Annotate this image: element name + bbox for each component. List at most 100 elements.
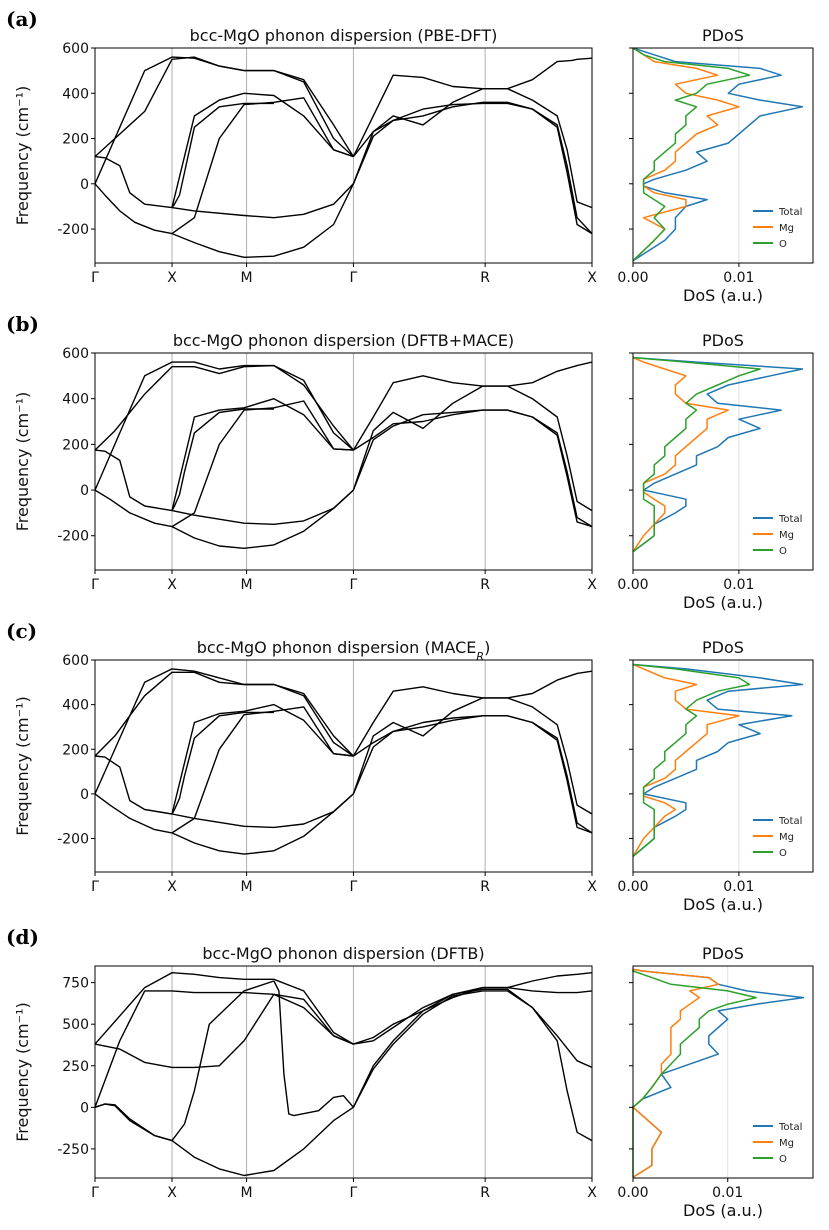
legend-entry: Mg	[779, 530, 794, 541]
legend-entry: O	[779, 546, 787, 557]
phonon-band-7	[171, 706, 354, 834]
pdos-legend: Total Mg O	[753, 1122, 802, 1165]
phonon-band-8	[171, 398, 354, 511]
y-tick-label: 750	[62, 976, 89, 992]
phonon-band-9	[353, 986, 593, 1045]
x-tick-label: M	[241, 879, 253, 895]
band-lines	[94, 361, 593, 549]
y-tick-label: 600	[62, 346, 89, 362]
pdos-line-mg	[632, 663, 740, 857]
y-axis-label: Frequency (cm⁻¹)	[13, 86, 32, 225]
pdos-line-o	[632, 47, 751, 262]
y-tick-label: -200	[57, 222, 89, 238]
y-tick-label: 200	[62, 132, 89, 148]
pdos-line-mg	[632, 356, 730, 553]
x-tick-label: Γ	[91, 879, 99, 895]
x-tick-label: Γ	[350, 879, 358, 895]
legend-entry: O	[779, 848, 787, 859]
phonon-band-4	[94, 449, 173, 512]
phonon-band-8	[353, 972, 593, 1045]
x-tick-label: R	[480, 577, 490, 593]
panel-3: (d) bcc-MgO phonon dispersion (DFTB) Frequ…	[6, 925, 814, 1220]
pdos-line-total	[632, 968, 805, 1178]
phonon-band-12	[352, 101, 593, 235]
pdos-line-total	[632, 356, 804, 553]
legend-entry: Mg	[779, 832, 794, 843]
y-tick-label: 500	[62, 1017, 89, 1033]
y-axis-label: Frequency (cm⁻¹)	[13, 1002, 32, 1141]
legend-entry: Total	[778, 1122, 802, 1133]
y-tick-label: 600	[62, 41, 89, 57]
pdos-x-axis-label: DoS (a.u.)	[683, 286, 763, 305]
phonon-band-2	[171, 183, 354, 219]
pdos-title: PDoS	[702, 331, 744, 350]
legend-entry: Mg	[779, 223, 794, 234]
x-tick-label: M	[241, 1185, 253, 1201]
pdos-x-tick-label: 0.01	[723, 577, 754, 593]
phonon-band-4	[94, 755, 173, 815]
x-tick-label: X	[587, 879, 597, 895]
x-tick-label: Γ	[91, 577, 99, 593]
pdos-x-tick-label: 0.01	[723, 270, 754, 286]
pdos-title: PDoS	[702, 944, 744, 963]
phonon-band-6	[94, 668, 354, 795]
y-tick-label: 250	[62, 1059, 89, 1075]
y-axis-label: Frequency (cm⁻¹)	[13, 696, 32, 835]
pdos-x-tick-label: 0.00	[617, 577, 648, 593]
pdos-legend: Total Mg O	[753, 816, 802, 859]
phonon-band-4	[94, 155, 173, 209]
chart-title: bcc-MgO phonon dispersion (DFTB+MACE)	[173, 331, 514, 350]
phonon-band-3	[171, 102, 274, 209]
x-tick-label: R	[480, 1185, 490, 1201]
y-tick-label: 400	[62, 698, 89, 714]
x-tick-label: Γ	[350, 577, 358, 593]
phonon-band-0	[94, 793, 173, 834]
y-tick-label: 200	[62, 742, 89, 758]
phonon-band-5	[94, 671, 354, 757]
phonon-band-6	[94, 990, 354, 1108]
legend-entry: Total	[778, 816, 802, 827]
phonon-band-0	[94, 183, 173, 235]
pdos-frame	[632, 352, 814, 571]
pdos-title: PDoS	[702, 638, 744, 657]
chart-title-main: bcc-MgO phonon dispersion (MACE	[197, 638, 477, 657]
phonon-band-1	[171, 1106, 354, 1177]
dispersion-frame	[94, 352, 593, 571]
band-lines	[94, 668, 593, 855]
phonon-band-10	[352, 697, 593, 815]
phonon-band-8	[171, 703, 354, 815]
legend-entry: O	[779, 1154, 787, 1165]
y-tick-label: -250	[57, 1142, 89, 1158]
x-tick-label: Γ	[350, 270, 358, 286]
panel-0: (a) bcc-MgO phonon dispersion (PBE-DFT) Fr…	[6, 7, 814, 305]
phonon-band-12	[353, 715, 593, 834]
pdos-x-tick-label: 0.00	[617, 1185, 648, 1201]
x-tick-label: R	[480, 879, 490, 895]
phonon-band-7	[171, 400, 354, 528]
pdos-x-tick-label: 0.00	[617, 270, 648, 286]
phonon-band-1	[171, 489, 354, 549]
x-tick-label: X	[167, 270, 177, 286]
y-axis-label: Frequency (cm⁻¹)	[13, 392, 32, 531]
pdos-x-axis-label: DoS (a.u.)	[683, 593, 763, 612]
x-tick-label: X	[167, 1185, 177, 1201]
panel-label: (a)	[6, 7, 38, 31]
chart-title-sub: R	[476, 650, 484, 663]
pdos-frame	[632, 47, 814, 264]
phonon-band-12	[353, 409, 593, 528]
x-tick-label: M	[241, 270, 253, 286]
x-tick-label: X	[167, 577, 177, 593]
x-tick-label: X	[167, 879, 177, 895]
pdos-line-o	[632, 663, 751, 857]
band-lines	[94, 56, 593, 258]
chart-title: bcc-MgO phonon dispersion (DFTB)	[202, 944, 484, 963]
y-tick-label: 0	[80, 787, 89, 803]
y-tick-label: 200	[62, 437, 89, 453]
phonon-band-9	[352, 57, 593, 157]
dispersion-frame	[94, 47, 593, 264]
x-tick-label: R	[480, 270, 490, 286]
